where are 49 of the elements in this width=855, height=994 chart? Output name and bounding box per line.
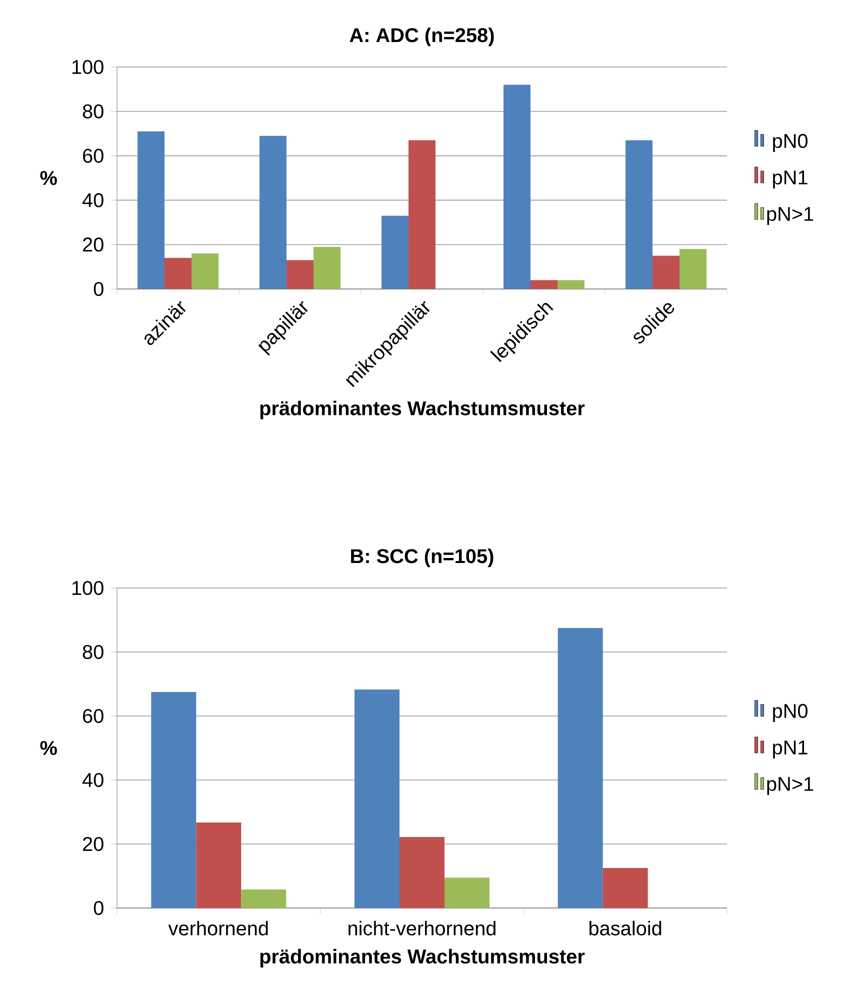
bar <box>558 280 585 289</box>
legend-label: pN1 <box>773 740 808 758</box>
x-axis-title: prädominantes Wachstumsmuster <box>260 400 585 420</box>
bar <box>530 280 558 289</box>
y-axis-title: % <box>40 170 57 185</box>
y-tick-label: 100 <box>72 580 104 596</box>
y-tick-label: 40 <box>82 772 104 788</box>
bar <box>196 822 242 908</box>
bar <box>652 256 680 289</box>
y-axis-title: % <box>40 740 57 756</box>
y-tick-label: 80 <box>82 104 104 118</box>
x-tick-label: nicht-verhornend <box>348 920 496 936</box>
bar <box>192 253 218 289</box>
chart-title: B: SCC (n=105) <box>351 548 494 568</box>
legend-label: pN>1 <box>767 207 814 225</box>
y-tick-label: 80 <box>82 644 104 660</box>
bar <box>164 258 192 289</box>
bar <box>444 878 490 908</box>
bar <box>602 868 648 908</box>
legend-label: pN>1 <box>767 777 814 795</box>
x-tick-label: verhornend <box>168 920 268 936</box>
y-tick-label: 0 <box>94 282 104 296</box>
legend-label: pN1 <box>773 170 808 188</box>
bar <box>286 260 314 289</box>
y-tick-label: 100 <box>72 60 104 74</box>
y-tick-label: 60 <box>83 148 104 163</box>
x-axis-title: prädominantes Wachstumsmuster <box>260 948 585 968</box>
bar <box>504 84 531 289</box>
chart-title: A: ADC (n=258) <box>350 28 494 46</box>
legend-label: pN0 <box>773 704 808 722</box>
x-tick-label: basaloid <box>590 920 662 936</box>
bar <box>241 889 286 908</box>
y-tick-label: 60 <box>83 708 104 724</box>
y-tick-label: 20 <box>83 836 104 852</box>
y-tick-label: 20 <box>83 238 104 252</box>
bar <box>382 216 408 289</box>
bar <box>314 246 341 289</box>
bar <box>680 249 707 289</box>
bar <box>408 140 436 289</box>
bar <box>558 628 603 908</box>
legend-label: pN0 <box>773 134 808 152</box>
y-tick-label: 0 <box>94 900 104 916</box>
bar <box>151 692 196 908</box>
bar <box>400 836 445 908</box>
bar <box>626 140 653 289</box>
bar <box>138 131 164 289</box>
bar <box>260 136 286 289</box>
y-tick-label: 40 <box>82 193 104 208</box>
bar <box>354 689 400 908</box>
